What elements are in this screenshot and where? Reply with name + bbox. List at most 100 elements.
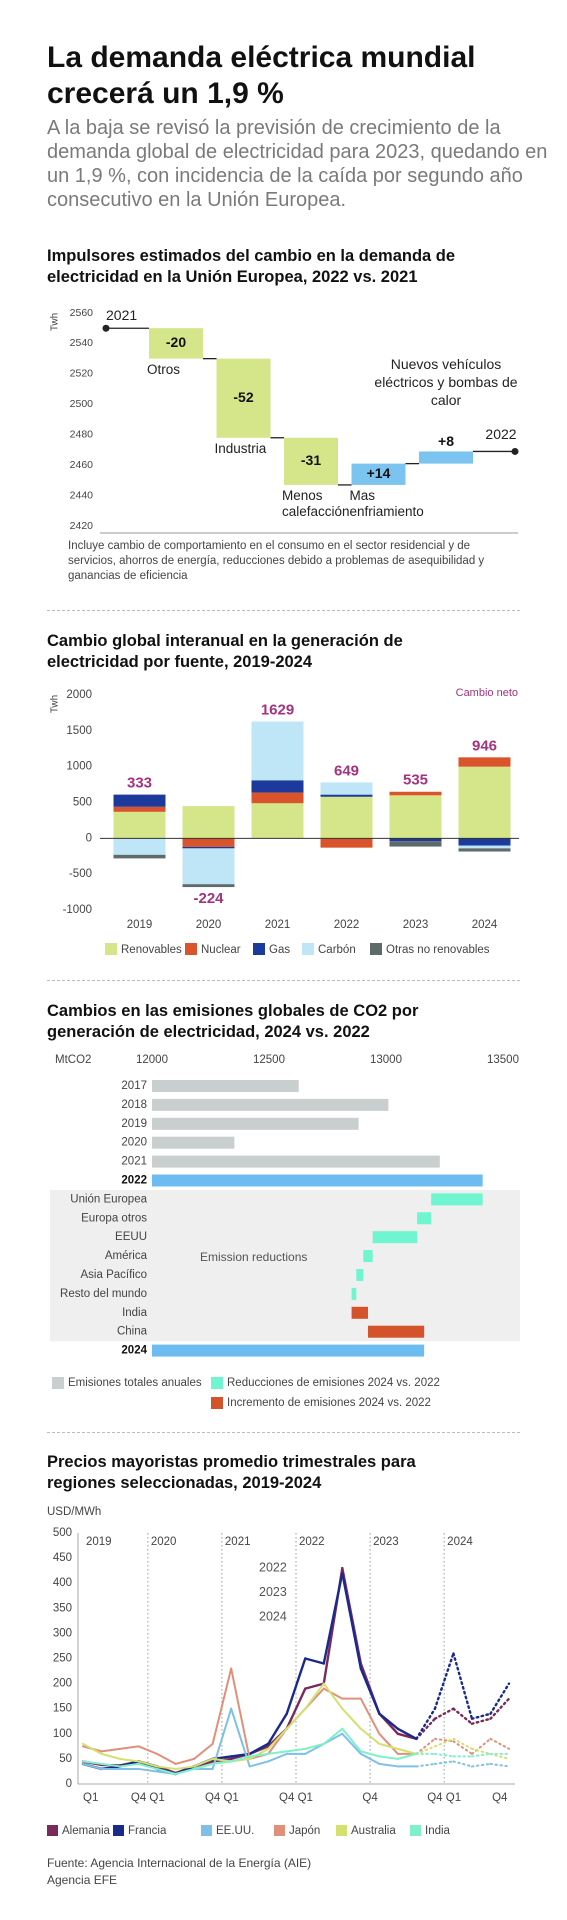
bar-segment (458, 766, 511, 839)
row-label: 2022 (121, 1175, 147, 1187)
change-bar (351, 1287, 357, 1300)
legend-swatch (185, 943, 197, 955)
legend-label: Emisiones totales anuales (68, 1377, 202, 1389)
page-subtitle: A la baja se revisó la previsión de crec… (47, 117, 548, 211)
annotation: Emission reductions (200, 1250, 307, 1264)
line-segment (433, 1752, 455, 1758)
y-tick-label: 1500 (66, 725, 92, 737)
chart-svg: USD/MWh 0 50 100 150 200 250 300 350 400 450 500 201… (47, 1506, 515, 1837)
y-tick-label: 500 (73, 797, 92, 809)
chart-svg: MtCO2 12000 12500 13000 13500 2017 2018 2019 202… (50, 1054, 520, 1409)
line-segment (470, 1747, 492, 1755)
line-segment (378, 1732, 399, 1755)
legend-swatch (302, 943, 314, 955)
y-tick-label: 0 (86, 832, 92, 844)
line-segment (489, 1762, 510, 1768)
line-segment (452, 1740, 473, 1755)
line-segment (137, 1745, 159, 1755)
line-segment (433, 1652, 455, 1710)
y-tick-label: 1000 (66, 761, 92, 773)
line-segment (341, 1727, 362, 1753)
bar-segment (458, 838, 511, 846)
total-bar (152, 1155, 440, 1168)
bar-segment (182, 846, 235, 849)
total-bar (152, 1098, 389, 1111)
line-segment (285, 1707, 307, 1730)
quarter-label: Q1 (83, 1792, 98, 1804)
x-tick-label: 13000 (370, 1054, 402, 1066)
separator (47, 980, 520, 981)
bar-segment (389, 791, 442, 796)
bar-segment (458, 848, 511, 852)
chart-title: Impulsores estimados del cambio en la de… (47, 247, 456, 286)
line-segment (341, 1732, 362, 1755)
line-segment (211, 1667, 233, 1745)
line-segment (433, 1760, 455, 1765)
line-segment (119, 1757, 140, 1763)
line-segment (285, 1657, 307, 1715)
line-segment (322, 1682, 344, 1710)
net-value-label: 946 (472, 737, 497, 754)
line-segment (156, 1765, 177, 1770)
x-tick-label: 2024 (472, 919, 498, 931)
y-tick-label: 2520 (70, 368, 94, 380)
chart-title: Cambio global interanual en la generació… (47, 632, 403, 671)
y-axis-label: Twh (50, 695, 61, 713)
line-segment (230, 1755, 251, 1763)
legend-swatch (410, 1825, 421, 1836)
legend-swatch (47, 1825, 58, 1836)
line-segment (137, 1760, 159, 1768)
y-tick-label: 2560 (70, 307, 94, 319)
x-tick-label: 12500 (253, 1054, 285, 1066)
change-bar (356, 1269, 364, 1281)
change-bar (351, 1306, 368, 1319)
line-segment (174, 1757, 196, 1765)
y-tick-label: 300 (53, 1627, 72, 1639)
quarter-label: Q4 Q1 (205, 1792, 239, 1804)
line-segment (415, 1745, 436, 1755)
quarter-label: Q4 Q1 (427, 1792, 461, 1804)
y-tick-label: 200 (53, 1678, 72, 1690)
bar-segment (458, 757, 511, 767)
line-segment (248, 1747, 270, 1760)
total-bar (152, 1136, 235, 1149)
line-segment (470, 1712, 492, 1720)
bar-segment (182, 806, 235, 839)
end-point (511, 447, 519, 455)
page-title: La demanda eléctrica mundial crecerá un … (47, 41, 476, 110)
line-segment (322, 1687, 344, 1700)
line-segment (211, 1760, 233, 1765)
y-tick-label: 2540 (70, 337, 94, 349)
y-tick-label: 250 (53, 1653, 72, 1665)
line-segment (137, 1767, 159, 1773)
value-label: +14 (367, 465, 391, 481)
line-segment (267, 1712, 288, 1746)
line-segment (304, 1657, 325, 1665)
x-tick-label: 2024 (447, 1536, 473, 1548)
legend-swatch (105, 943, 117, 955)
legend-label: EE.UU. (216, 1825, 254, 1837)
line-segment (452, 1652, 474, 1720)
line-segment (341, 1571, 363, 1670)
line-segment (489, 1682, 511, 1715)
row-label: 2017 (121, 1080, 147, 1092)
x-tick-label: 2023 (403, 919, 429, 931)
x-tick-label: 13500 (487, 1054, 519, 1066)
line-segment (359, 1667, 381, 1715)
total-bar (152, 1174, 483, 1187)
row-label: India (122, 1307, 148, 1319)
x-tick-label: 2020 (196, 919, 222, 931)
row-label: América (105, 1250, 148, 1262)
bar (419, 451, 473, 464)
line-segment (341, 1707, 362, 1730)
line-segment (470, 1762, 492, 1768)
legend-label: Carbón (318, 944, 356, 956)
separator (47, 1432, 520, 1433)
line-segment (193, 1757, 214, 1768)
category-label: Otros (147, 361, 181, 377)
legend-label: Nuclear (201, 944, 241, 956)
line-segment (267, 1727, 288, 1750)
bar-segment (251, 792, 304, 804)
line-segment (489, 1752, 510, 1760)
bar-segment (182, 884, 235, 888)
